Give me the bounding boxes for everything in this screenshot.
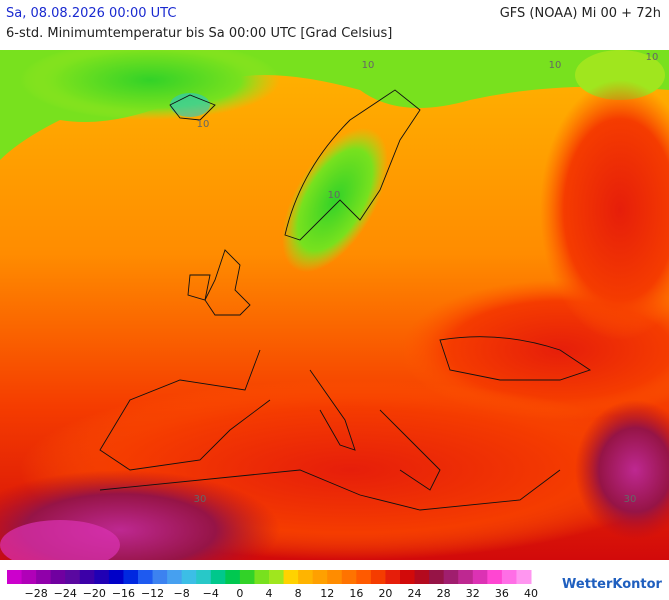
contour-label: 10 [549,60,562,71]
color-swatch [225,570,241,584]
color-swatch [181,570,197,584]
color-swatch [501,570,517,584]
legend-label: −20 [83,587,106,600]
legend-label: 16 [349,587,363,600]
contour-label: 10 [328,190,341,201]
legend-label: −28 [25,587,48,600]
color-swatch [152,570,168,584]
color-swatch [239,570,255,584]
color-swatch [327,570,343,584]
legend-label: 40 [524,587,538,600]
valid-time: Sa, 08.08.2026 00:00 UTC [6,6,177,21]
color-swatch [167,570,183,584]
legend-label: 8 [295,587,302,600]
color-swatch [298,570,314,584]
legend-label: −16 [112,587,135,600]
color-swatch [443,570,459,584]
color-swatch [21,570,37,584]
legend-label: 0 [236,587,243,600]
color-swatch [138,570,154,584]
color-swatch [429,570,445,584]
contour-label: 10 [197,119,210,130]
color-swatch [210,570,226,584]
legend-label: 32 [466,587,480,600]
color-swatch [50,570,66,584]
color-swatch [472,570,488,584]
legend-label: 28 [437,587,451,600]
color-swatch [356,570,372,584]
legend-label: −8 [174,587,190,600]
color-swatch [370,570,386,584]
contour-label: 10 [646,52,659,63]
color-swatch [414,570,430,584]
color-swatch [79,570,95,584]
temperature-field [0,50,669,560]
contour-label: 30 [194,494,207,505]
legend-label: −12 [141,587,164,600]
color-swatch [254,570,270,584]
color-swatch [94,570,110,584]
color-swatch [385,570,401,584]
model-run: GFS (NOAA) Mi 00 + 72h [499,6,661,21]
legend-label: −4 [203,587,219,600]
color-swatch [7,570,23,584]
color-swatch [400,570,416,584]
subtitle: 6-std. Minimumtemperatur bis Sa 00:00 UT… [6,26,393,41]
legend: WetterKontor −28 −24 −20 −16 −12 −8 −4 0 4 8 12 16 2… [7,570,663,600]
color-swatch [36,570,52,584]
legend-label: 4 [266,587,273,600]
color-swatch [108,570,124,584]
color-swatch [458,570,474,584]
color-swatch [312,570,328,584]
color-swatch [269,570,285,584]
logo: WetterKontor [562,577,663,592]
coastlines [99,89,592,511]
contour-label: 10 [362,60,375,71]
legend-label: 20 [378,587,392,600]
contour-label: 30 [624,494,637,505]
legend-label: 24 [408,587,422,600]
color-swatch [283,570,299,584]
color-swatch [341,570,357,584]
legend-label: −24 [54,587,77,600]
color-swatch [487,570,503,584]
color-swatch [123,570,139,584]
map: 10 10 10 10 10 30 30 [0,50,669,560]
color-swatch [196,570,212,584]
color-swatch [65,570,81,584]
legend-label: 12 [320,587,334,600]
legend-label: 36 [495,587,509,600]
color-swatch [516,570,532,584]
